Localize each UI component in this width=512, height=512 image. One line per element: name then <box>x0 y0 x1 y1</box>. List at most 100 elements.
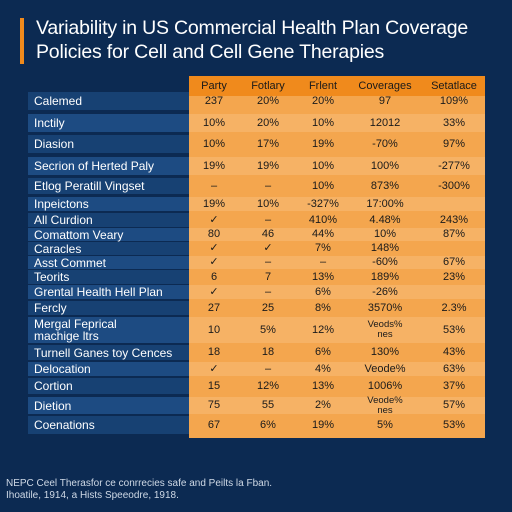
table-cell: 19% <box>256 159 280 172</box>
row-band <box>28 397 192 414</box>
row-label: All Curdion <box>34 213 93 227</box>
table-cell: 67 <box>207 418 221 431</box>
row-label: Inctily <box>34 116 65 130</box>
title-accent-bar <box>20 18 24 64</box>
table-cell: 12% <box>311 323 335 336</box>
table-cell: 20% <box>256 116 280 129</box>
table-cell: 18 <box>261 346 275 358</box>
column-header: Setatlace <box>431 80 477 92</box>
table-cell: 10% <box>311 179 335 192</box>
table-cell: 10% <box>202 137 226 150</box>
table-cell: 5% <box>260 323 276 336</box>
row-label: Dietion <box>34 398 72 413</box>
row-label: Diasion <box>34 137 75 151</box>
table-cell: – <box>264 213 272 226</box>
table-cell: – <box>264 285 272 298</box>
table-cell: 130% <box>370 346 400 358</box>
row-label: Calemed <box>34 94 83 108</box>
table-cell: 46 <box>261 228 275 240</box>
table-cell: 10% <box>373 228 397 240</box>
row-band <box>28 270 192 284</box>
table-cell: 67% <box>442 256 466 268</box>
row-band <box>28 114 192 132</box>
table-cell: 10% <box>256 197 280 210</box>
table-cell: 2.3% <box>441 301 467 314</box>
row-label: Fercly <box>34 301 67 315</box>
table-cell: 57% <box>442 399 466 411</box>
table-row-shade <box>189 114 485 132</box>
table-cell: 18 <box>207 346 221 358</box>
table-cell: 53% <box>442 418 466 431</box>
table-cell: 55 <box>261 399 275 411</box>
table-row-shade <box>189 197 485 211</box>
row-label: Cortion <box>34 379 73 393</box>
table-cell: 12% <box>256 379 280 392</box>
table-cell: 19% <box>311 137 335 150</box>
table-cell: -70% <box>372 137 398 150</box>
table-cell: ✓ <box>209 285 219 298</box>
row-band <box>28 135 192 153</box>
table-cell: 4% <box>315 362 331 375</box>
table-cell: 10 <box>207 323 221 336</box>
table-cell: 23% <box>442 270 466 283</box>
table-row-shade <box>189 362 485 376</box>
table-cell: -26% <box>372 285 398 298</box>
table-row-shade <box>189 397 485 414</box>
table-cell: 6% <box>260 418 276 431</box>
row-label: Mergal Feprical machige ltrs <box>34 317 117 343</box>
table-header-background <box>189 76 485 96</box>
table-cell: Veode% nes <box>367 394 403 416</box>
row-label: Turnell Ganes toy Cences <box>34 345 173 360</box>
table-cell: 13% <box>311 379 335 392</box>
row-label: Secrion of Herted Paly <box>34 159 155 173</box>
column-header: Coverages <box>358 80 412 92</box>
table-cell: 17:00% <box>366 197 404 210</box>
table-cell: 6% <box>315 346 331 358</box>
table-cell: 873% <box>370 179 400 192</box>
row-label: Inpeictons <box>34 197 89 211</box>
row-band <box>28 178 192 194</box>
table-cell: 2% <box>315 399 331 411</box>
table-cell: 7% <box>315 242 331 254</box>
table-cell: -300% <box>438 179 470 192</box>
table-cell: 13% <box>311 270 335 283</box>
table-cell: 10% <box>311 159 335 172</box>
row-label: Coenations <box>34 418 95 432</box>
table-cell: 1006% <box>367 379 403 392</box>
table-cell: 12012 <box>369 116 401 129</box>
table-cell: 15 <box>207 379 221 392</box>
row-band <box>28 197 192 211</box>
table-cell: Veods% nes <box>367 319 403 340</box>
table-cell: 243% <box>439 213 469 226</box>
table-cell: ✓ <box>209 362 219 375</box>
table-cell: – <box>264 179 272 192</box>
row-band <box>28 157 192 175</box>
table-row-shade <box>189 285 485 299</box>
footnote: NEPC Ceel Therasfor ce conrrecies safe a… <box>6 478 506 502</box>
table-cell: 19% <box>202 159 226 172</box>
column-header: Frlent <box>308 80 338 92</box>
table-cell: – <box>210 179 218 192</box>
row-band <box>28 345 192 360</box>
row-label-band <box>28 0 192 512</box>
table-cell: 20% <box>311 94 335 107</box>
table-cell: 25 <box>261 301 275 314</box>
row-band <box>28 213 192 227</box>
table-cell: ✓ <box>209 256 219 268</box>
table-cell: 43% <box>442 346 466 358</box>
row-band <box>28 242 192 255</box>
table-cell: 87% <box>442 228 466 240</box>
table-cell: 19% <box>202 197 226 210</box>
row-label: Caracles <box>34 241 82 256</box>
title-line-2: Policies for Cell and Cell Gene Therapie… <box>36 41 385 63</box>
table-cell: 100% <box>370 159 400 172</box>
row-band <box>28 92 192 110</box>
table-cell: 10% <box>202 116 226 129</box>
footnote-line-1: NEPC Ceel Therasfor ce conrrecies safe a… <box>6 478 273 489</box>
table-cell: -327% <box>307 197 339 210</box>
table-cell: 8% <box>315 301 331 314</box>
table-cell: – <box>264 362 272 375</box>
table-cell: 148% <box>370 242 400 254</box>
table-cell: 97% <box>442 137 466 150</box>
table-cell: 19% <box>311 418 335 431</box>
